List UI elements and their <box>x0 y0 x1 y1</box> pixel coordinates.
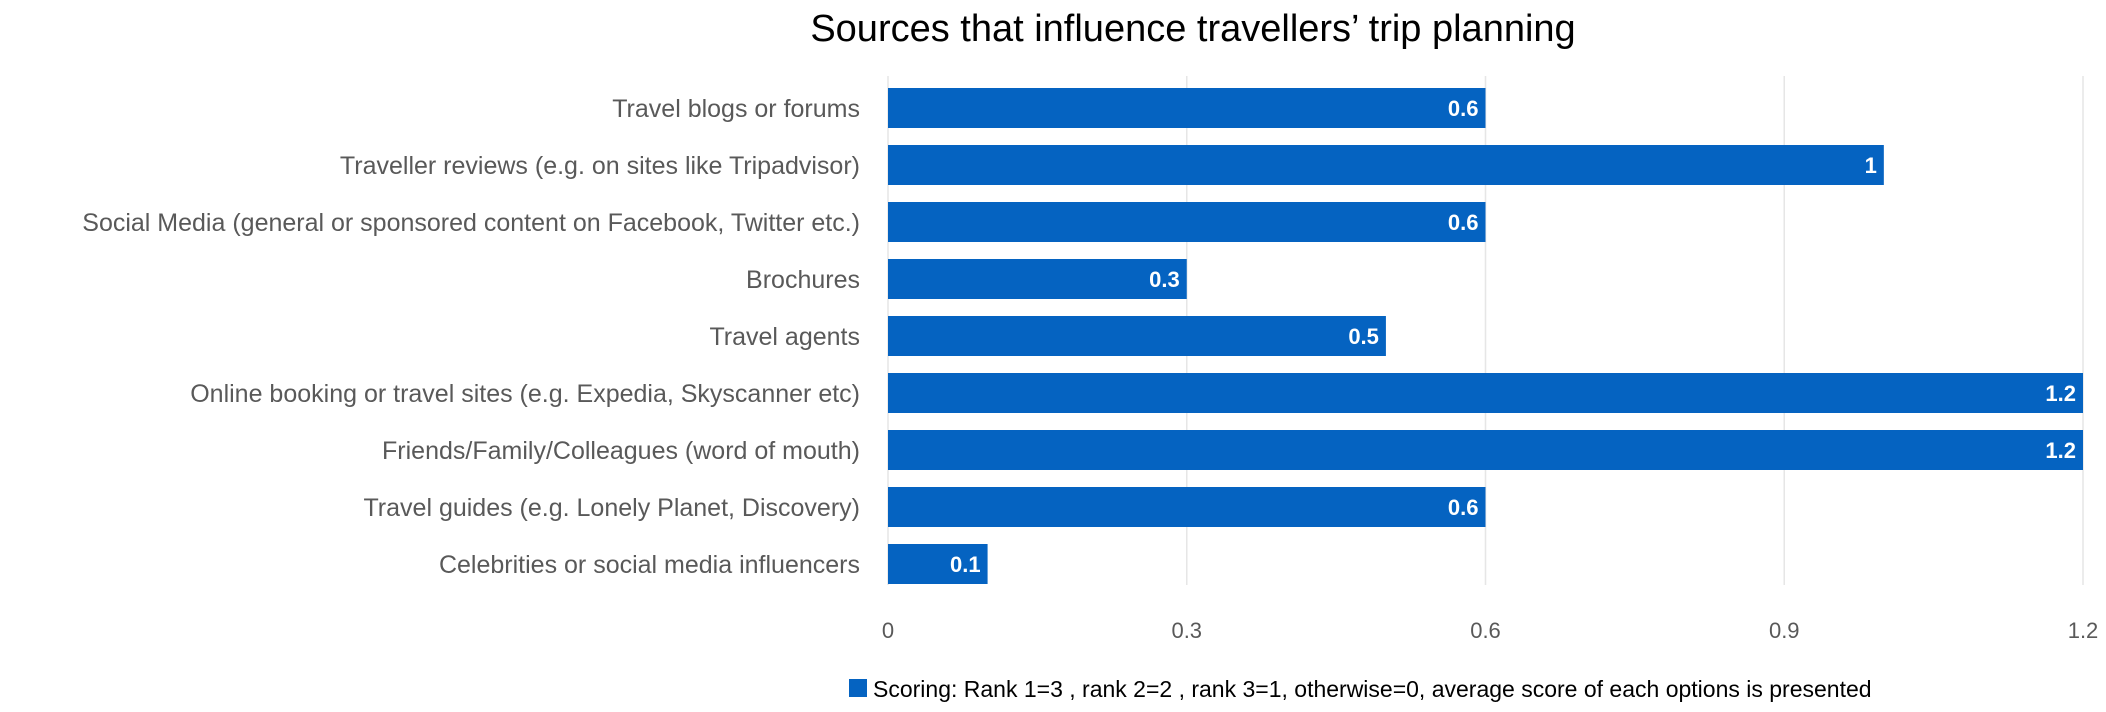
bar <box>888 259 1187 299</box>
bar <box>888 145 1884 185</box>
data-label: 0.6 <box>1448 96 1479 121</box>
data-label: 1 <box>1865 153 1877 178</box>
data-label: 1.2 <box>2045 438 2076 463</box>
legend-swatch <box>849 679 867 697</box>
data-label: 0.6 <box>1448 210 1479 235</box>
category-label: Friends/Family/Colleagues (word of mouth… <box>382 437 860 465</box>
category-label: Celebrities or social media influencers <box>439 551 860 579</box>
bar <box>888 88 1486 128</box>
data-label: 1.2 <box>2045 381 2076 406</box>
category-label: Social Media (general or sponsored conte… <box>82 209 860 237</box>
bar <box>888 202 1486 242</box>
category-label: Travel guides (e.g. Lonely Planet, Disco… <box>363 494 860 522</box>
category-label: Brochures <box>746 266 860 294</box>
chart-title: Sources that influence travellers’ trip … <box>810 8 1576 50</box>
legend-label: Scoring: Rank 1=3 , rank 2=2 , rank 3=1,… <box>873 676 1872 702</box>
category-label: Travel blogs or forums <box>612 95 860 123</box>
legend: Scoring: Rank 1=3 , rank 2=2 , rank 3=1,… <box>849 676 1872 702</box>
category-label: Traveller reviews (e.g. on sites like Tr… <box>340 152 860 180</box>
category-labels: Travel blogs or forums Traveller reviews … <box>82 95 860 579</box>
data-label: 0.3 <box>1149 267 1180 292</box>
category-label: Travel agents <box>709 323 860 351</box>
data-label: 0.1 <box>950 552 981 577</box>
bar <box>888 544 988 584</box>
bar <box>888 487 1486 527</box>
bar <box>888 316 1386 356</box>
x-tick-label: 0.6 <box>1470 618 1501 643</box>
data-label: 0.6 <box>1448 495 1479 520</box>
x-tick-label: 0 <box>882 618 894 643</box>
category-label: Online booking or travel sites (e.g. Exp… <box>190 380 860 408</box>
x-tick-label: 0.9 <box>1769 618 1800 643</box>
x-tick-label: 0.3 <box>1171 618 1202 643</box>
bar <box>888 373 2083 413</box>
bars: 0.6 1 0.6 0.3 0.5 1.2 1.2 0.6 0.1 <box>888 88 2083 584</box>
bar <box>888 430 2083 470</box>
x-axis-tick-labels: 0 0.3 0.6 0.9 1.2 <box>882 618 2098 643</box>
x-tick-label: 1.2 <box>2068 618 2099 643</box>
data-label: 0.5 <box>1348 324 1379 349</box>
